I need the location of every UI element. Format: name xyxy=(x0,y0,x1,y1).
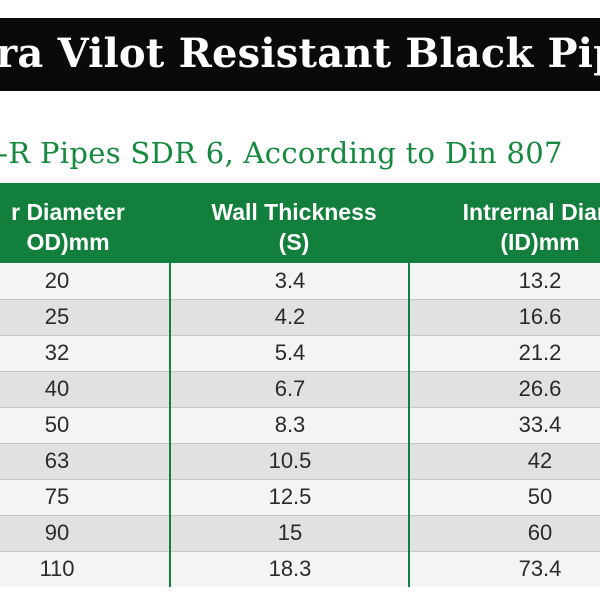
cell-wall-thickness: 12.5 xyxy=(170,479,410,515)
cell-outer-diameter-value: 25 xyxy=(44,304,70,329)
cell-outer-diameter-value: 50 xyxy=(44,412,70,437)
row-divider xyxy=(0,299,600,300)
cell-internal-diameter: 42 xyxy=(410,443,600,479)
cell-wall-thickness: 3.4 xyxy=(170,263,410,299)
cell-internal-diameter: 26.6 xyxy=(410,371,600,407)
cell-internal-diameter: 16.6 xyxy=(410,299,600,335)
cell-internal-diameter-value: 60 xyxy=(527,520,553,545)
cell-wall-thickness: 4.2 xyxy=(170,299,410,335)
cell-outer-diameter-value: 90 xyxy=(44,520,70,545)
cell-internal-diameter: 60 xyxy=(410,515,600,551)
table-row: 40 6.7 26.6 xyxy=(0,371,600,407)
cell-outer-diameter: 50 xyxy=(0,407,170,443)
cell-wall-thickness-value: 4.2 xyxy=(274,304,306,329)
cell-outer-diameter: 25 xyxy=(0,299,170,335)
cell-outer-diameter: 110 xyxy=(0,551,170,587)
table-body: 20 3.4 13.2 25 4.2 16.6 32 5.4 21.2 40 6.7 26.6 50 8.… xyxy=(0,263,600,587)
table-row: 25 4.2 16.6 xyxy=(0,299,600,335)
header-outer-diameter-line1: r Diameter xyxy=(11,199,125,225)
cell-wall-thickness-value: 5.4 xyxy=(274,340,306,365)
cell-outer-diameter-value: 32 xyxy=(44,340,70,365)
header-wall-thickness-line2: (S) xyxy=(278,229,310,255)
cell-outer-diameter: 20 xyxy=(0,263,170,299)
table-row: 90 15 60 xyxy=(0,515,600,551)
cell-wall-thickness-value: 12.5 xyxy=(268,484,312,509)
header-internal-diameter: Intrernal Diam (ID)mm xyxy=(410,197,600,257)
cell-wall-thickness-value: 15 xyxy=(277,520,303,545)
pipe-spec-table: r Diameter OD)mm Wall Thickness (S) Intr… xyxy=(0,183,600,587)
row-divider xyxy=(0,407,600,408)
cell-wall-thickness: 18.3 xyxy=(170,551,410,587)
cell-internal-diameter: 50 xyxy=(410,479,600,515)
cell-outer-diameter-value: 110 xyxy=(39,556,75,581)
cell-outer-diameter: 75 xyxy=(0,479,170,515)
cell-outer-diameter-value: 63 xyxy=(44,448,70,473)
cell-wall-thickness-value: 8.3 xyxy=(274,412,306,437)
cell-internal-diameter: 13.2 xyxy=(410,263,600,299)
cell-internal-diameter-value: 50 xyxy=(527,484,553,509)
cell-outer-diameter-value: 75 xyxy=(44,484,70,509)
cell-wall-thickness: 8.3 xyxy=(170,407,410,443)
cell-internal-diameter-value: 21.2 xyxy=(518,340,562,365)
header-outer-diameter-line2: OD)mm xyxy=(26,229,110,255)
title-banner: ltra Vilot Resistant Black Pipes xyxy=(0,18,600,91)
row-divider xyxy=(0,551,600,552)
cell-wall-thickness-value: 18.3 xyxy=(268,556,312,581)
cell-outer-diameter: 32 xyxy=(0,335,170,371)
cell-outer-diameter: 63 xyxy=(0,443,170,479)
row-divider xyxy=(0,371,600,372)
cell-wall-thickness-value: 10.5 xyxy=(268,448,312,473)
header-wall-thickness: Wall Thickness (S) xyxy=(164,197,424,257)
header-wall-thickness-line1: Wall Thickness xyxy=(211,199,377,225)
cell-internal-diameter: 73.4 xyxy=(410,551,600,587)
table-header: r Diameter OD)mm Wall Thickness (S) Intr… xyxy=(0,183,600,263)
cell-outer-diameter: 90 xyxy=(0,515,170,551)
table-row: 63 10.5 42 xyxy=(0,443,600,479)
table-row: 32 5.4 21.2 xyxy=(0,335,600,371)
cell-outer-diameter: 40 xyxy=(0,371,170,407)
row-divider xyxy=(0,443,600,444)
table-row: 20 3.4 13.2 xyxy=(0,263,600,299)
cell-outer-diameter-value: 40 xyxy=(44,376,70,401)
cell-outer-diameter-value: 20 xyxy=(44,268,70,293)
cell-wall-thickness: 6.7 xyxy=(170,371,410,407)
cell-wall-thickness-value: 3.4 xyxy=(274,268,306,293)
table-subtitle: P-R Pipes SDR 6, According to Din 807 xyxy=(0,136,563,170)
cell-wall-thickness: 15 xyxy=(170,515,410,551)
column-divider xyxy=(169,263,171,587)
cell-wall-thickness: 10.5 xyxy=(170,443,410,479)
table-row: 75 12.5 50 xyxy=(0,479,600,515)
column-divider xyxy=(408,263,410,587)
header-internal-diameter-line1: Intrernal Diam xyxy=(462,199,600,225)
row-divider xyxy=(0,335,600,336)
header-internal-diameter-line2: (ID)mm xyxy=(500,229,580,255)
cell-wall-thickness-value: 6.7 xyxy=(274,376,306,401)
cell-internal-diameter-value: 16.6 xyxy=(518,304,562,329)
cell-internal-diameter: 21.2 xyxy=(410,335,600,371)
cell-internal-diameter-value: 26.6 xyxy=(518,376,562,401)
cell-internal-diameter-value: 73.4 xyxy=(518,556,562,581)
cell-internal-diameter: 33.4 xyxy=(410,407,600,443)
row-divider xyxy=(0,479,600,480)
table-row: 50 8.3 33.4 xyxy=(0,407,600,443)
banner-title: ltra Vilot Resistant Black Pipes xyxy=(0,30,600,77)
row-divider xyxy=(0,515,600,516)
header-outer-diameter: r Diameter OD)mm xyxy=(0,197,198,257)
cell-internal-diameter-value: 13.2 xyxy=(518,268,562,293)
cell-internal-diameter-value: 42 xyxy=(527,448,553,473)
cell-wall-thickness: 5.4 xyxy=(170,335,410,371)
table-row: 110 18.3 73.4 xyxy=(0,551,600,587)
cell-internal-diameter-value: 33.4 xyxy=(518,412,562,437)
